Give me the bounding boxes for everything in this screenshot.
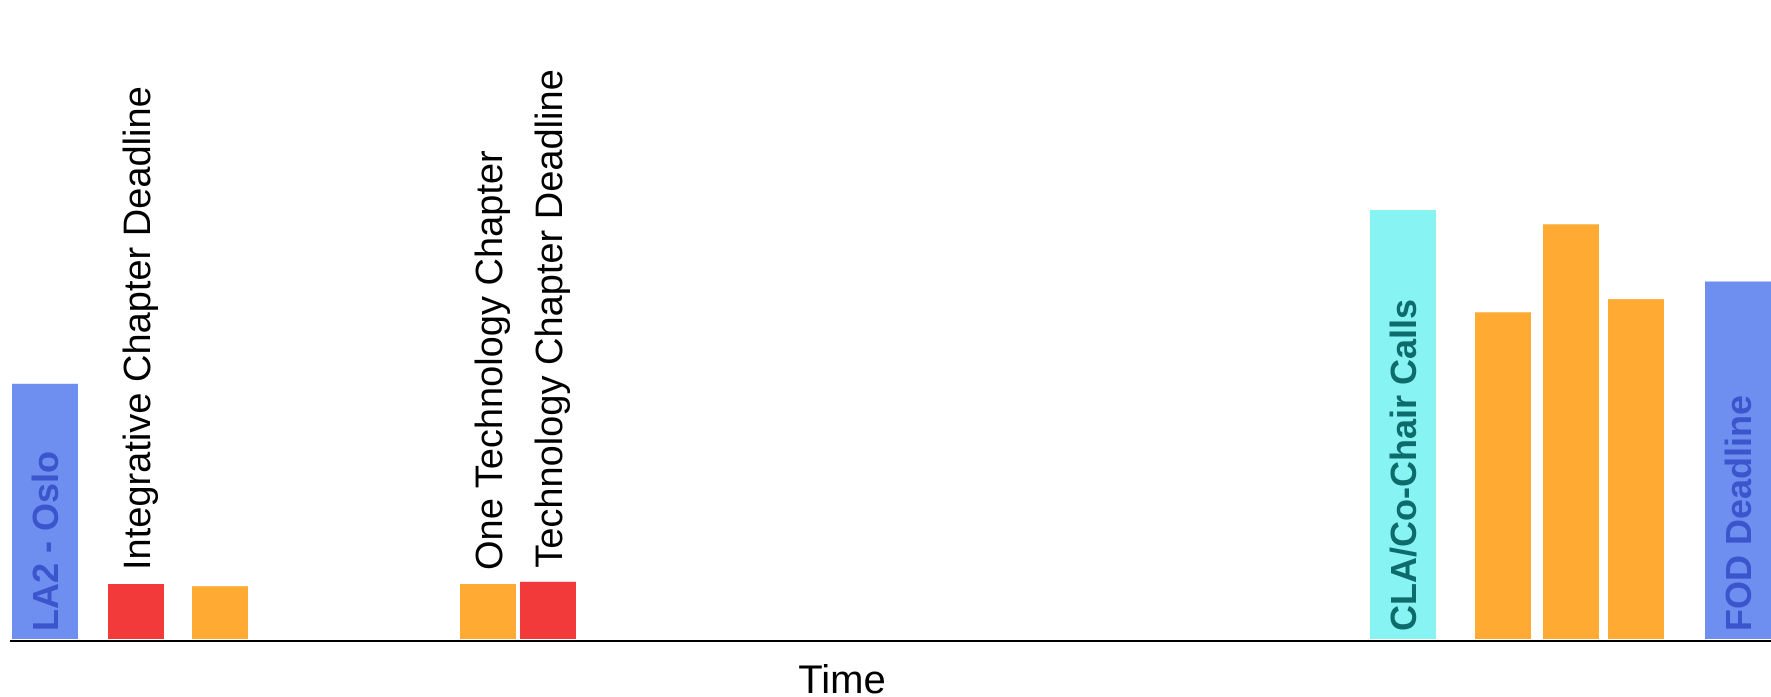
bars-layer bbox=[12, 210, 1771, 640]
bar-one-technology bbox=[460, 584, 516, 639]
bar-label-fod-deadline: FOD Deadline bbox=[1718, 395, 1759, 631]
bar-technology-deadline bbox=[520, 581, 576, 639]
bar-label-cla-cochair: CLA/Co-Chair Calls bbox=[1383, 299, 1424, 631]
bar-label-technology-deadline: Technology Chapter Deadline bbox=[529, 69, 571, 568]
bar-fod-deadline bbox=[1705, 281, 1771, 639]
bar-integrative-deadline bbox=[108, 584, 164, 639]
bar-la2-oslo bbox=[12, 383, 78, 639]
bar-orange-2 bbox=[1475, 312, 1531, 639]
bar-label-la2-oslo: LA2 - Oslo bbox=[25, 451, 66, 631]
bar-orange-3 bbox=[1543, 224, 1599, 640]
bar-label-integrative-deadline: Integrative Chapter Deadline bbox=[117, 86, 159, 570]
labels-layer: LA2 - Oslo Integrative Chapter Deadline On… bbox=[25, 69, 1759, 631]
bar-orange-1 bbox=[192, 586, 248, 639]
x-axis-label: Time bbox=[798, 658, 885, 697]
bar-orange-4 bbox=[1608, 299, 1664, 639]
bar-cla-cochair bbox=[1370, 210, 1436, 639]
bar-label-one-technology: One Technology Chapter bbox=[469, 150, 511, 570]
